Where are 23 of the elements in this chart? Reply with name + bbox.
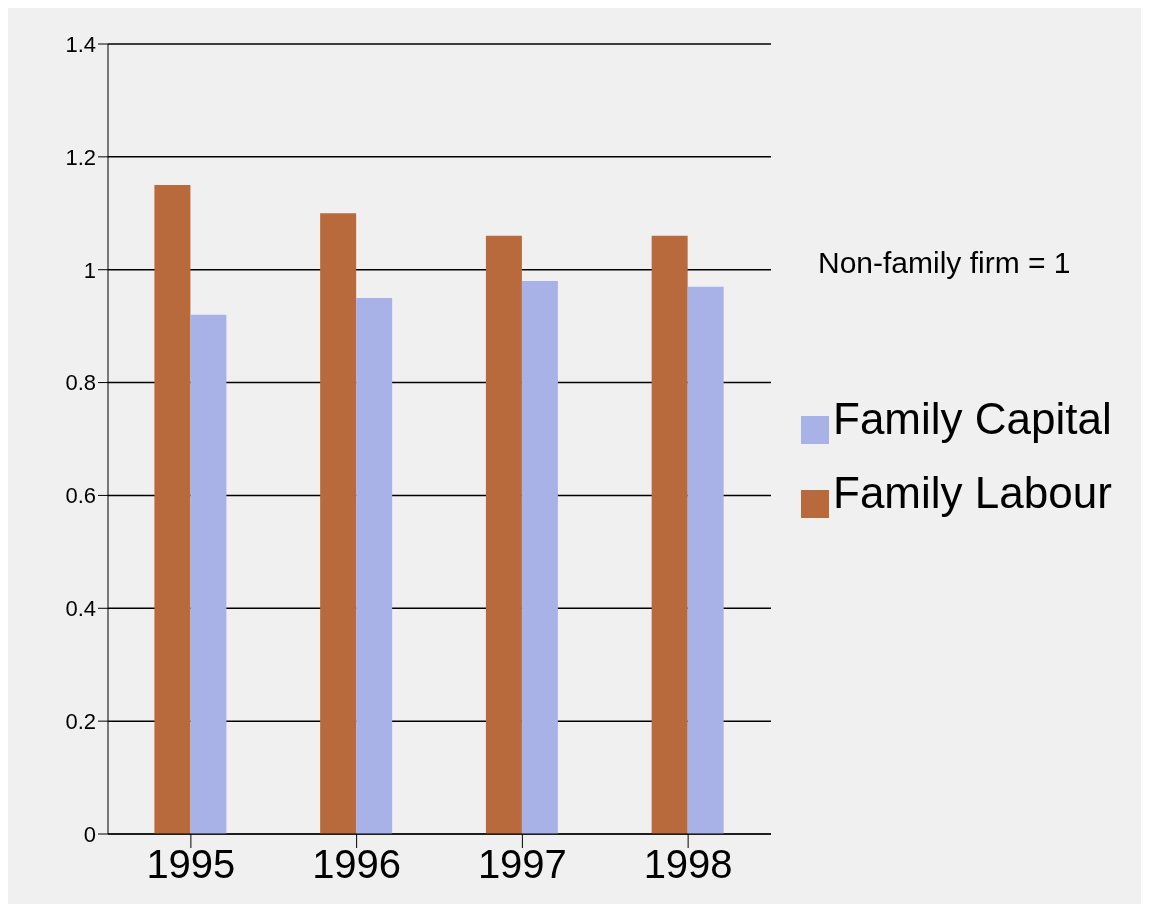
bar bbox=[651, 235, 688, 834]
x-tick-label: 1996 bbox=[312, 842, 402, 887]
y-tick-label: 0.2 bbox=[65, 708, 96, 734]
y-tick-label: 0 bbox=[83, 821, 96, 847]
y-tick-label: 0.6 bbox=[65, 483, 96, 509]
x-tick-label: 1998 bbox=[643, 842, 733, 887]
bar bbox=[190, 314, 227, 834]
bar bbox=[356, 297, 393, 834]
y-tick-label: 1 bbox=[83, 257, 96, 283]
x-tick-label: 1995 bbox=[146, 842, 236, 887]
bar bbox=[521, 281, 558, 834]
bar bbox=[485, 235, 522, 834]
y-tick-label: 0.8 bbox=[65, 370, 96, 396]
bar bbox=[154, 185, 191, 834]
legend-label: Family Labour bbox=[833, 468, 1112, 517]
y-tick-label: 1.2 bbox=[65, 144, 96, 170]
x-tick-label: 1997 bbox=[477, 842, 567, 887]
legend-label: Family Capital bbox=[833, 394, 1112, 443]
bar bbox=[320, 213, 357, 834]
bar bbox=[687, 286, 724, 834]
text: Non-family firm = 1 bbox=[818, 246, 1071, 280]
y-tick-label: 1.4 bbox=[65, 31, 96, 57]
y-tick-label: 0.4 bbox=[65, 596, 96, 622]
